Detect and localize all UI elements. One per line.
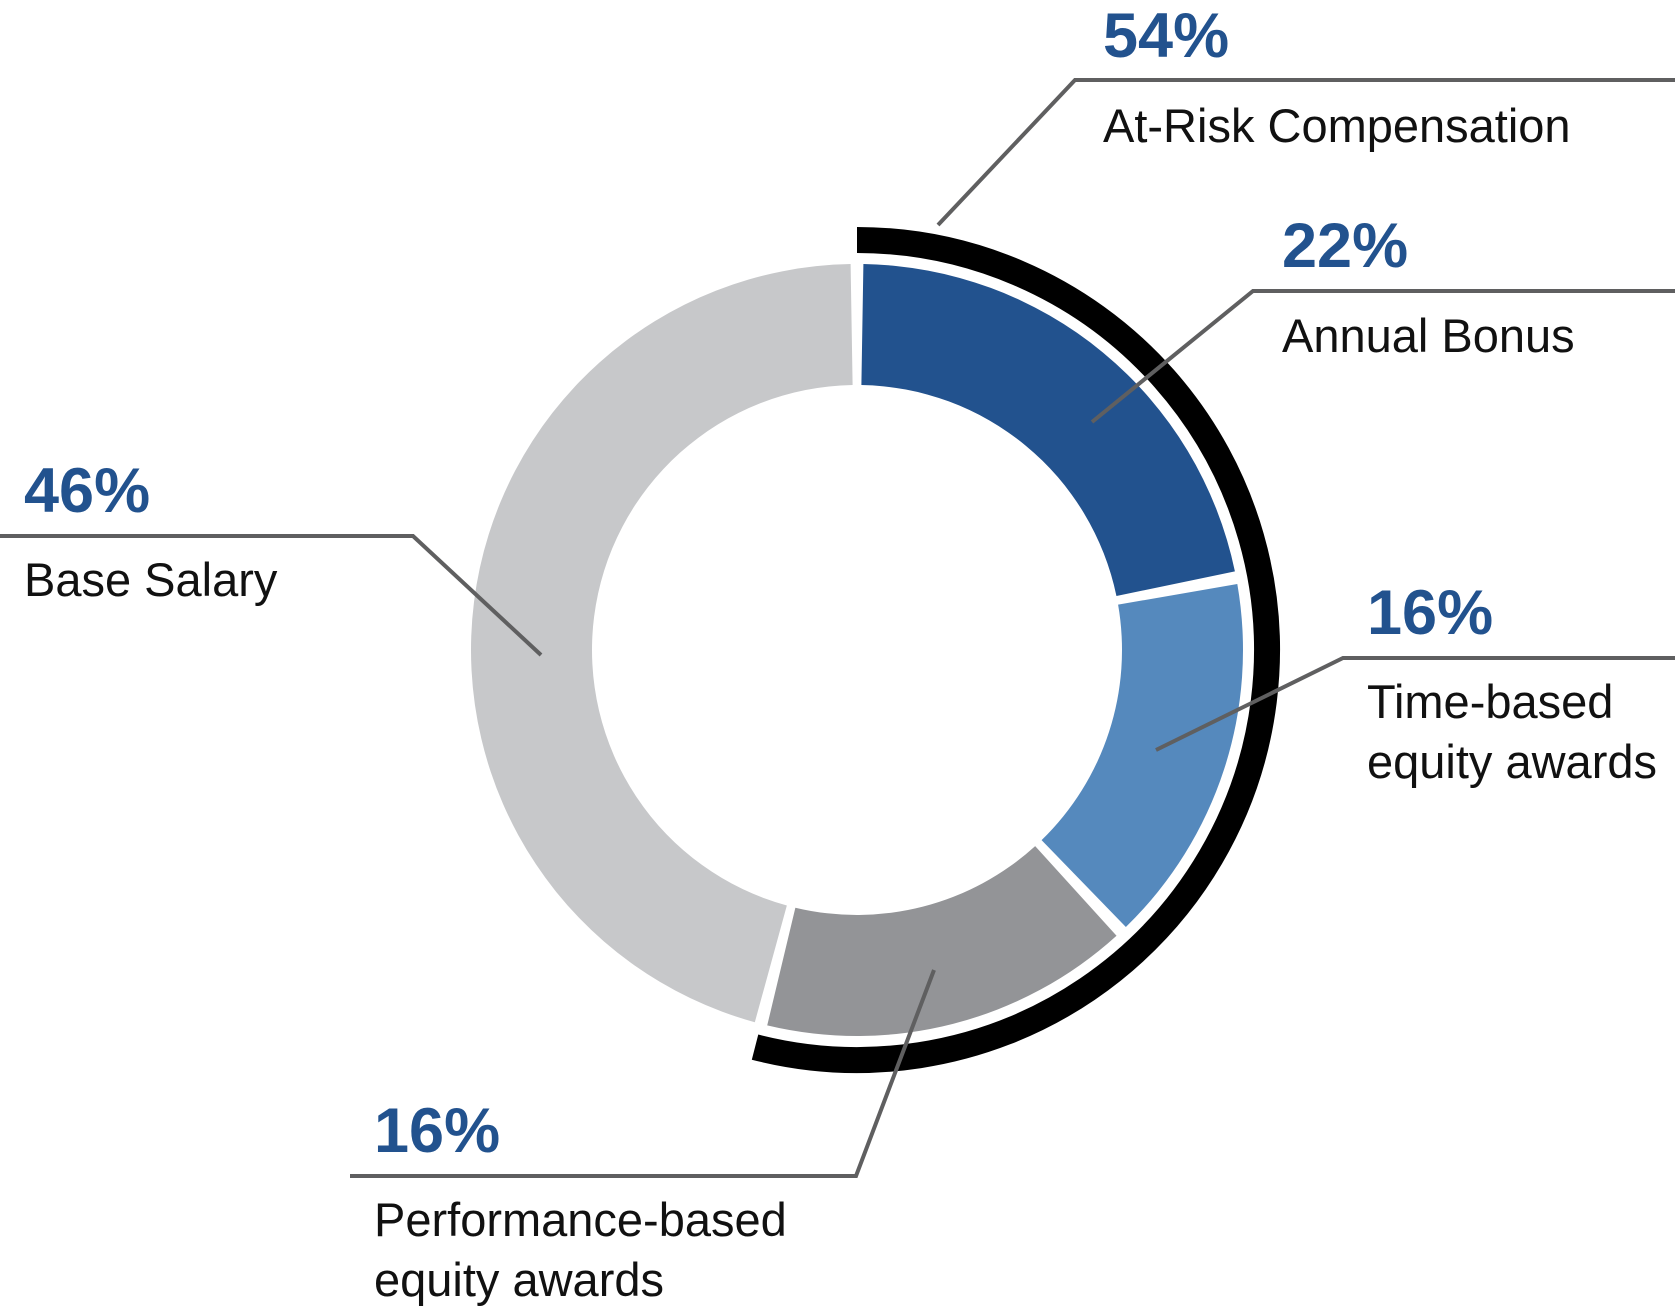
donut-slice-0: [861, 264, 1235, 597]
performance-based-equity-label-line1: Performance-based: [374, 1193, 787, 1246]
leader-line-bracket: [936, 78, 1675, 227]
leader-lines: [0, 78, 1675, 1178]
leader-line-slice-0: [1090, 289, 1675, 424]
annual-bonus-label: Annual Bonus: [1282, 309, 1575, 362]
annual-bonus-percent: 22%: [1282, 211, 1408, 281]
base-salary-label: Base Salary: [24, 553, 278, 606]
performance-based-equity-percent: 16%: [374, 1096, 500, 1166]
base-salary-percent: 46%: [24, 456, 150, 526]
at-risk-percent: 54%: [1103, 1, 1229, 71]
donut-slice-3: [471, 264, 853, 1023]
donut-slices: [471, 264, 1243, 1036]
donut-slice-2: [767, 846, 1117, 1036]
at-risk-label: At-Risk Compensation: [1103, 99, 1571, 152]
performance-based-equity-label-line2: equity awards: [374, 1253, 664, 1306]
leader-line-slice-3: [0, 534, 543, 657]
time-based-equity-percent: 16%: [1367, 578, 1493, 648]
time-based-equity-label-line1: Time-based: [1367, 675, 1613, 728]
time-based-equity-label-line2: equity awards: [1367, 735, 1657, 788]
leader-line-slice-1: [1155, 656, 1675, 752]
slice-labels: 54% At-Risk Compensation 22% Annual Bonus 16…: [24, 1, 1657, 1306]
donut-slice-1: [1041, 583, 1243, 927]
leader-line-slice-2: [350, 969, 936, 1178]
at-risk-bracket-arc: [751, 227, 1280, 1073]
